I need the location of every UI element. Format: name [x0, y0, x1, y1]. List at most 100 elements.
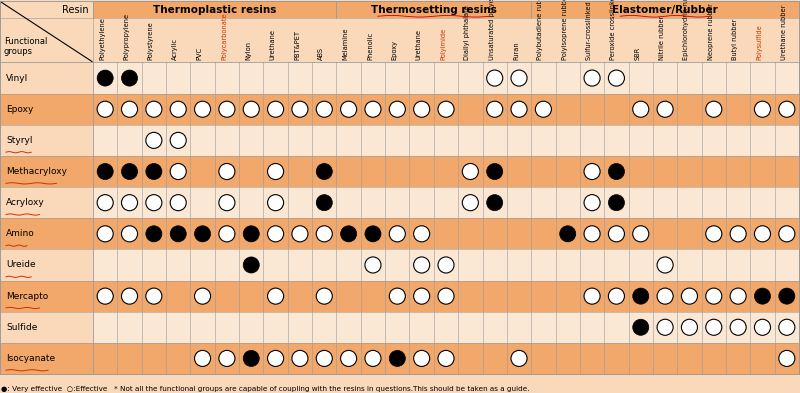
Circle shape [511, 70, 527, 86]
Text: Diallyl phthalate: Diallyl phthalate [464, 6, 470, 61]
Text: Sulfide: Sulfide [6, 323, 38, 332]
Circle shape [462, 163, 478, 180]
Bar [93, 343, 799, 374]
Circle shape [316, 351, 332, 366]
Circle shape [657, 319, 673, 335]
Text: ABS: ABS [318, 48, 324, 61]
Bar [93, 312, 799, 343]
Circle shape [778, 351, 795, 366]
Text: Nylon: Nylon [246, 42, 251, 61]
Circle shape [292, 226, 308, 242]
Circle shape [486, 163, 502, 180]
Bar [0, 250, 93, 281]
Circle shape [535, 101, 551, 117]
Text: PVC: PVC [197, 48, 202, 61]
Text: Polystyrene: Polystyrene [148, 22, 154, 61]
Text: Melamine: Melamine [342, 28, 349, 61]
Text: Functional
groups: Functional groups [4, 37, 47, 57]
Circle shape [341, 351, 357, 366]
Circle shape [754, 101, 770, 117]
Circle shape [608, 195, 625, 211]
Circle shape [170, 101, 186, 117]
Text: Acryloxy: Acryloxy [6, 198, 45, 207]
Text: ●: Very effective  ○:Effective   * Not all the functional groups are capable of : ●: Very effective ○:Effective * Not all … [1, 386, 530, 391]
Circle shape [219, 195, 235, 211]
Circle shape [584, 226, 600, 242]
Text: Resin: Resin [62, 5, 89, 15]
Text: Polyimide: Polyimide [440, 28, 446, 61]
Text: Furan: Furan [513, 42, 519, 61]
Circle shape [97, 163, 114, 180]
Circle shape [97, 288, 114, 304]
Circle shape [511, 101, 527, 117]
Bar [0, 1, 93, 62]
Circle shape [243, 257, 259, 273]
Circle shape [608, 226, 625, 242]
Bar [93, 250, 799, 281]
Circle shape [122, 288, 138, 304]
Text: SBR: SBR [634, 47, 641, 61]
Circle shape [243, 101, 259, 117]
Circle shape [267, 195, 284, 211]
Circle shape [316, 288, 332, 304]
Circle shape [219, 163, 235, 180]
Circle shape [341, 101, 357, 117]
Text: Polycarbonate: Polycarbonate [221, 13, 227, 61]
Circle shape [778, 288, 795, 304]
Circle shape [486, 70, 502, 86]
Circle shape [316, 226, 332, 242]
Circle shape [146, 132, 162, 149]
Text: Methacryloxy: Methacryloxy [6, 167, 67, 176]
Bar [93, 218, 799, 250]
Circle shape [243, 226, 259, 242]
Circle shape [584, 288, 600, 304]
Bar [0, 187, 93, 218]
Circle shape [682, 319, 698, 335]
Circle shape [438, 101, 454, 117]
Circle shape [414, 351, 430, 366]
Text: Epichlorohydrin rubber: Epichlorohydrin rubber [683, 0, 690, 61]
Text: Isocyanate: Isocyanate [6, 354, 55, 363]
Bar [531, 1, 799, 18]
Bar [337, 1, 531, 18]
Text: Epoxy: Epoxy [6, 105, 34, 114]
Circle shape [97, 195, 114, 211]
Circle shape [778, 101, 795, 117]
Circle shape [390, 101, 406, 117]
Circle shape [657, 288, 673, 304]
Circle shape [390, 351, 406, 366]
Circle shape [754, 226, 770, 242]
Circle shape [682, 288, 698, 304]
Circle shape [267, 288, 284, 304]
Circle shape [365, 101, 381, 117]
Circle shape [146, 195, 162, 211]
Circle shape [122, 101, 138, 117]
Text: Unsaturated polyester: Unsaturated polyester [489, 0, 494, 61]
Bar [93, 187, 799, 218]
Circle shape [584, 195, 600, 211]
Circle shape [706, 288, 722, 304]
Text: Vinyl: Vinyl [6, 73, 28, 83]
Text: Urethane: Urethane [416, 29, 422, 61]
Circle shape [584, 163, 600, 180]
Circle shape [267, 101, 284, 117]
Circle shape [122, 195, 138, 211]
Bar [0, 343, 93, 374]
Text: Amino: Amino [6, 230, 34, 238]
Circle shape [657, 101, 673, 117]
Circle shape [170, 132, 186, 149]
Circle shape [390, 226, 406, 242]
Circle shape [438, 351, 454, 366]
Circle shape [390, 288, 406, 304]
Text: Polysulfide: Polysulfide [757, 25, 762, 61]
Circle shape [194, 101, 210, 117]
Circle shape [706, 226, 722, 242]
Text: Styryl: Styryl [6, 136, 33, 145]
Circle shape [267, 226, 284, 242]
Text: Neoprene rubber: Neoprene rubber [708, 4, 714, 61]
Circle shape [194, 288, 210, 304]
Text: Urethane: Urethane [270, 29, 275, 61]
Circle shape [146, 101, 162, 117]
Circle shape [657, 257, 673, 273]
Bar [93, 125, 799, 156]
